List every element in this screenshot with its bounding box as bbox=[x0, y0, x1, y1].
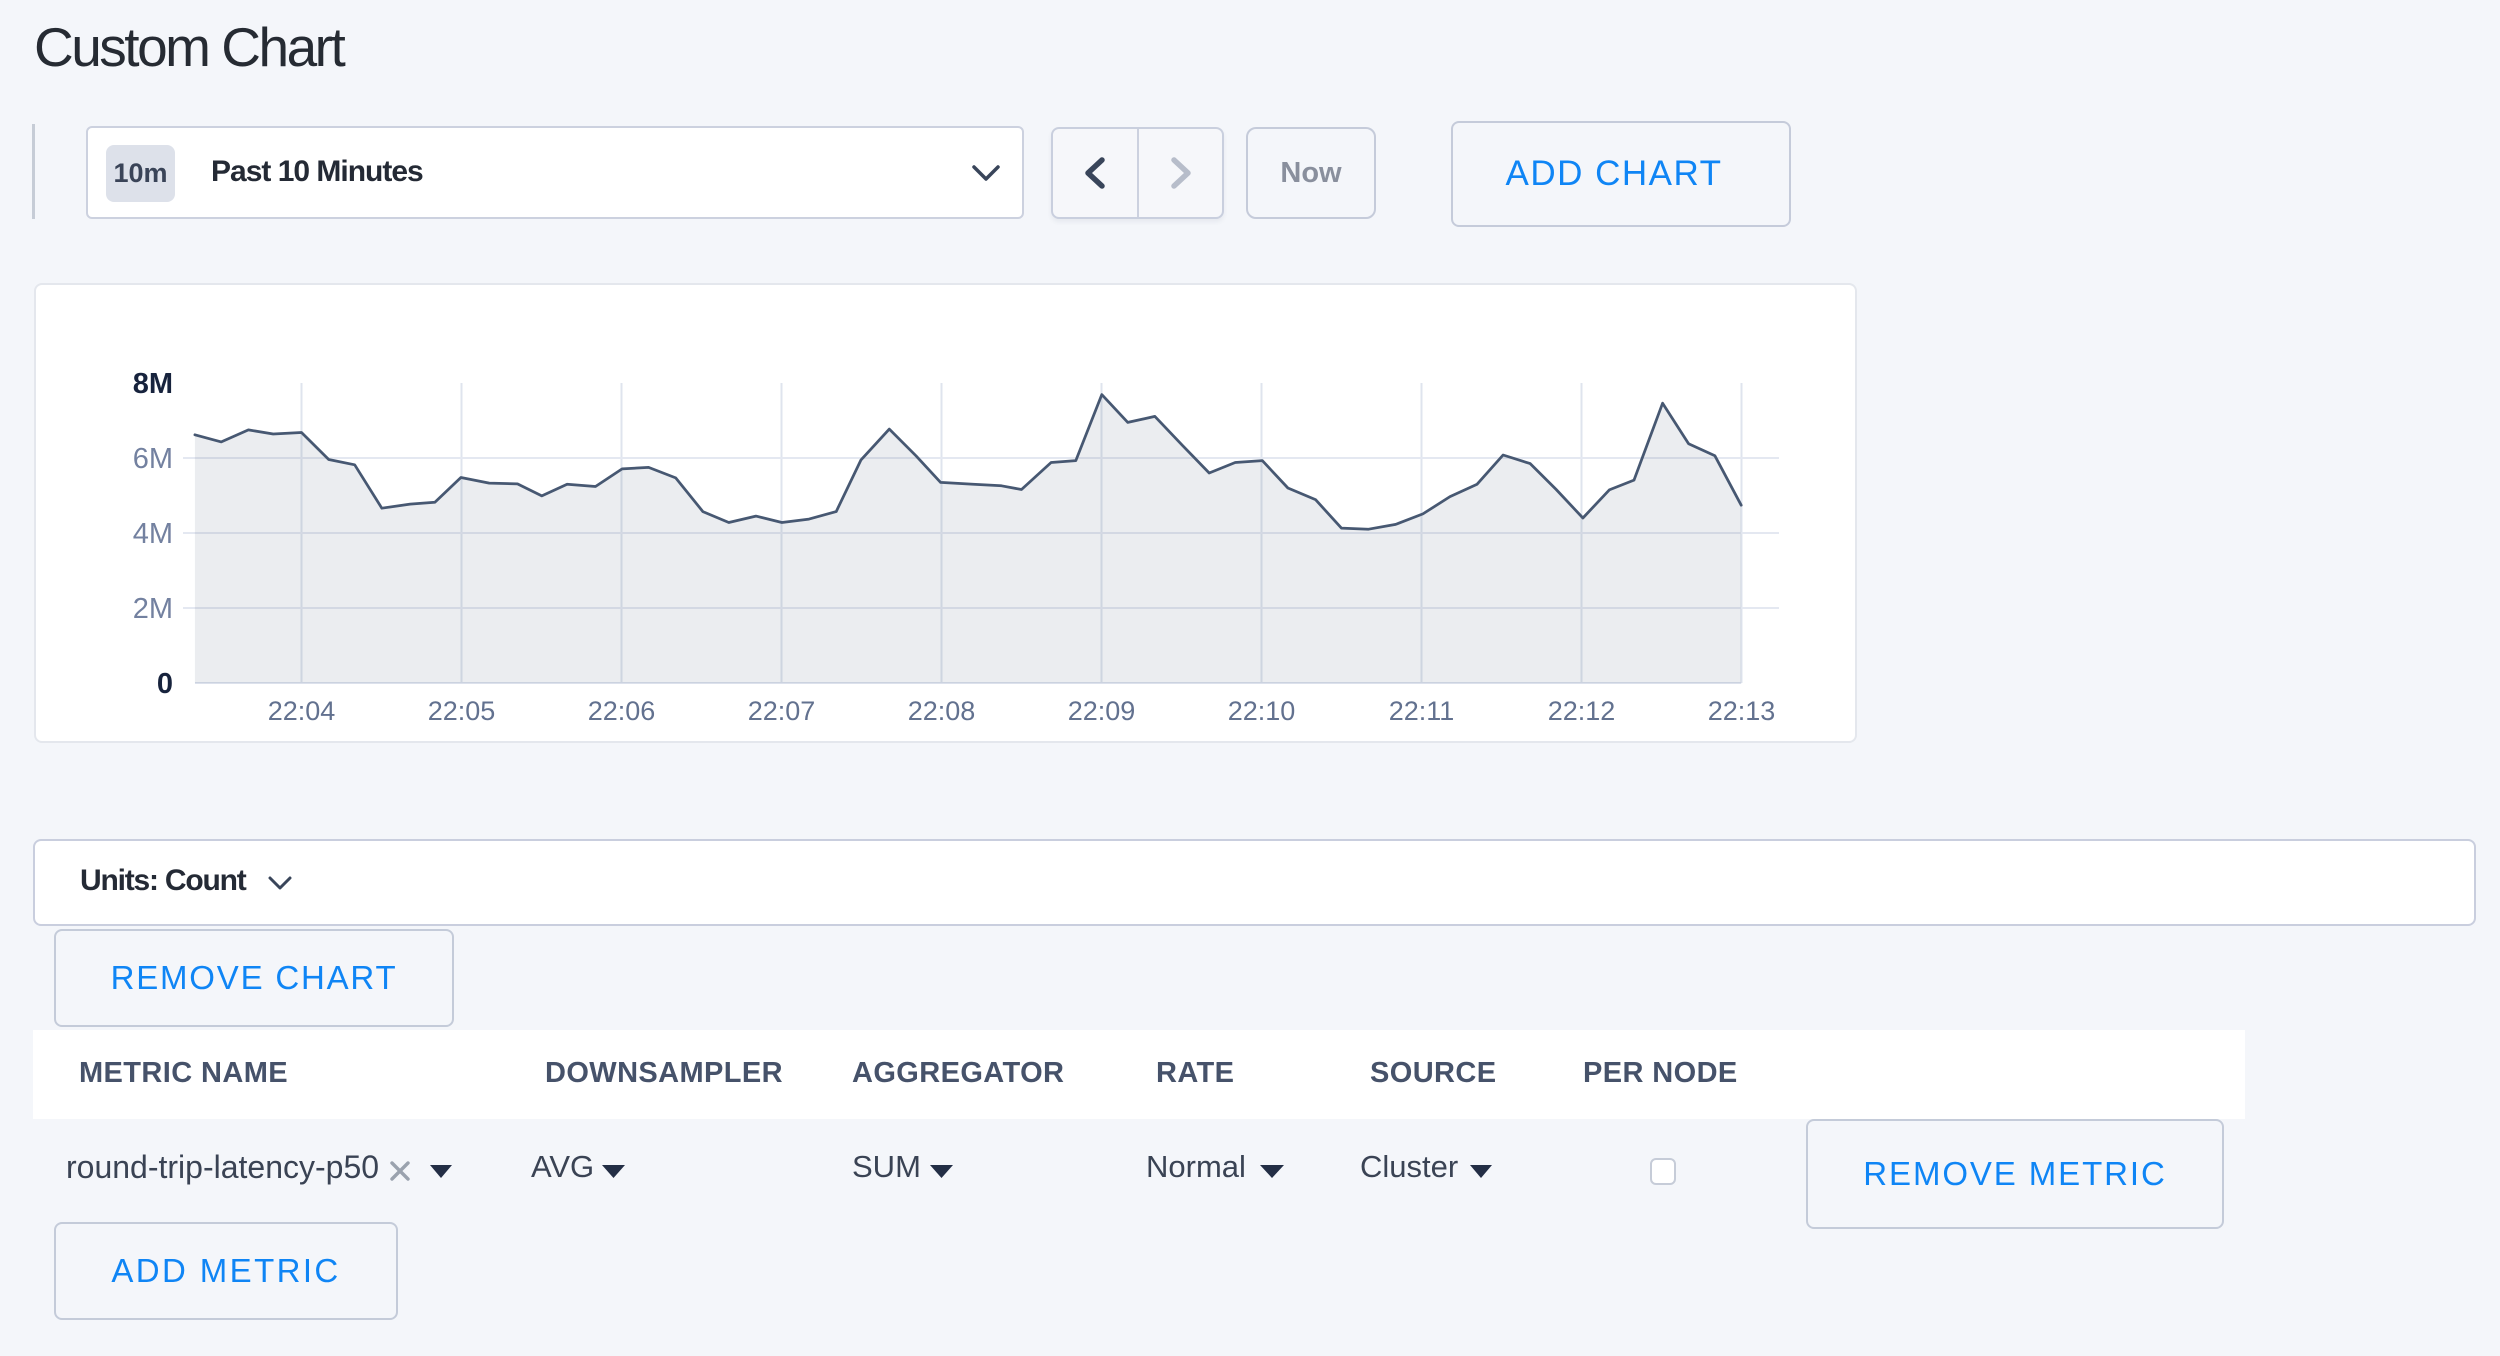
svg-text:22:04: 22:04 bbox=[268, 696, 336, 726]
svg-text:22:13: 22:13 bbox=[1708, 696, 1776, 726]
svg-text:22:10: 22:10 bbox=[1228, 696, 1296, 726]
svg-text:4M: 4M bbox=[133, 518, 173, 550]
svg-text:22:12: 22:12 bbox=[1548, 696, 1616, 726]
svg-text:22:07: 22:07 bbox=[748, 696, 816, 726]
svg-text:6M: 6M bbox=[133, 443, 173, 475]
svg-text:0: 0 bbox=[157, 668, 173, 700]
svg-text:22:06: 22:06 bbox=[588, 696, 656, 726]
svg-text:22:09: 22:09 bbox=[1068, 696, 1136, 726]
svg-text:22:08: 22:08 bbox=[908, 696, 976, 726]
svg-text:8M: 8M bbox=[133, 368, 173, 400]
svg-text:22:05: 22:05 bbox=[428, 696, 496, 726]
svg-text:22:11: 22:11 bbox=[1389, 696, 1455, 726]
svg-text:2M: 2M bbox=[133, 593, 173, 625]
